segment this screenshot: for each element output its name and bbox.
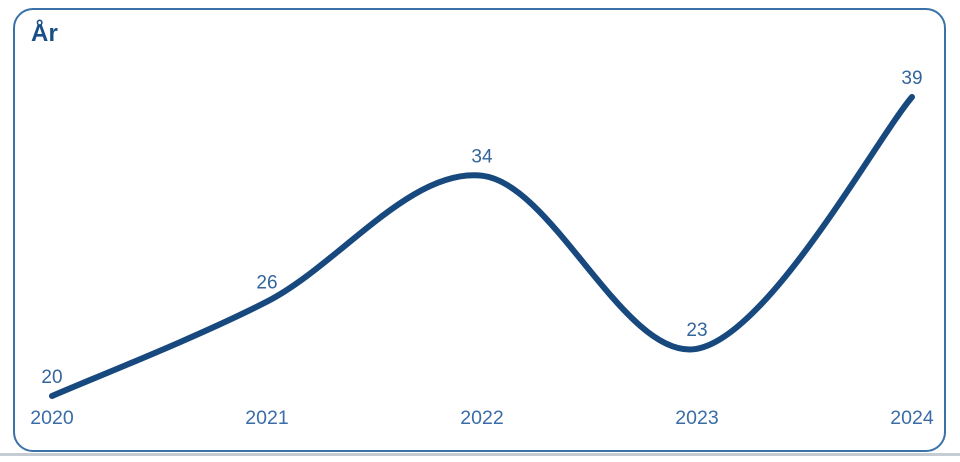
x-axis-label: 2020	[30, 407, 74, 429]
x-axis-label: 2024	[890, 407, 934, 429]
x-axis-label: 2021	[245, 407, 288, 429]
data-point-label: 23	[686, 320, 707, 341]
data-point-label: 20	[41, 367, 62, 388]
data-point-label: 34	[471, 147, 493, 168]
data-point-label: 39	[901, 68, 922, 89]
x-axis-label: 2023	[675, 407, 718, 429]
data-point-label: 26	[256, 273, 277, 294]
x-axis-label: 2022	[460, 407, 503, 429]
chart-card	[13, 8, 946, 452]
chart-title: År	[31, 20, 59, 47]
page-edge-divider	[0, 453, 960, 456]
series-line	[49, 94, 915, 399]
